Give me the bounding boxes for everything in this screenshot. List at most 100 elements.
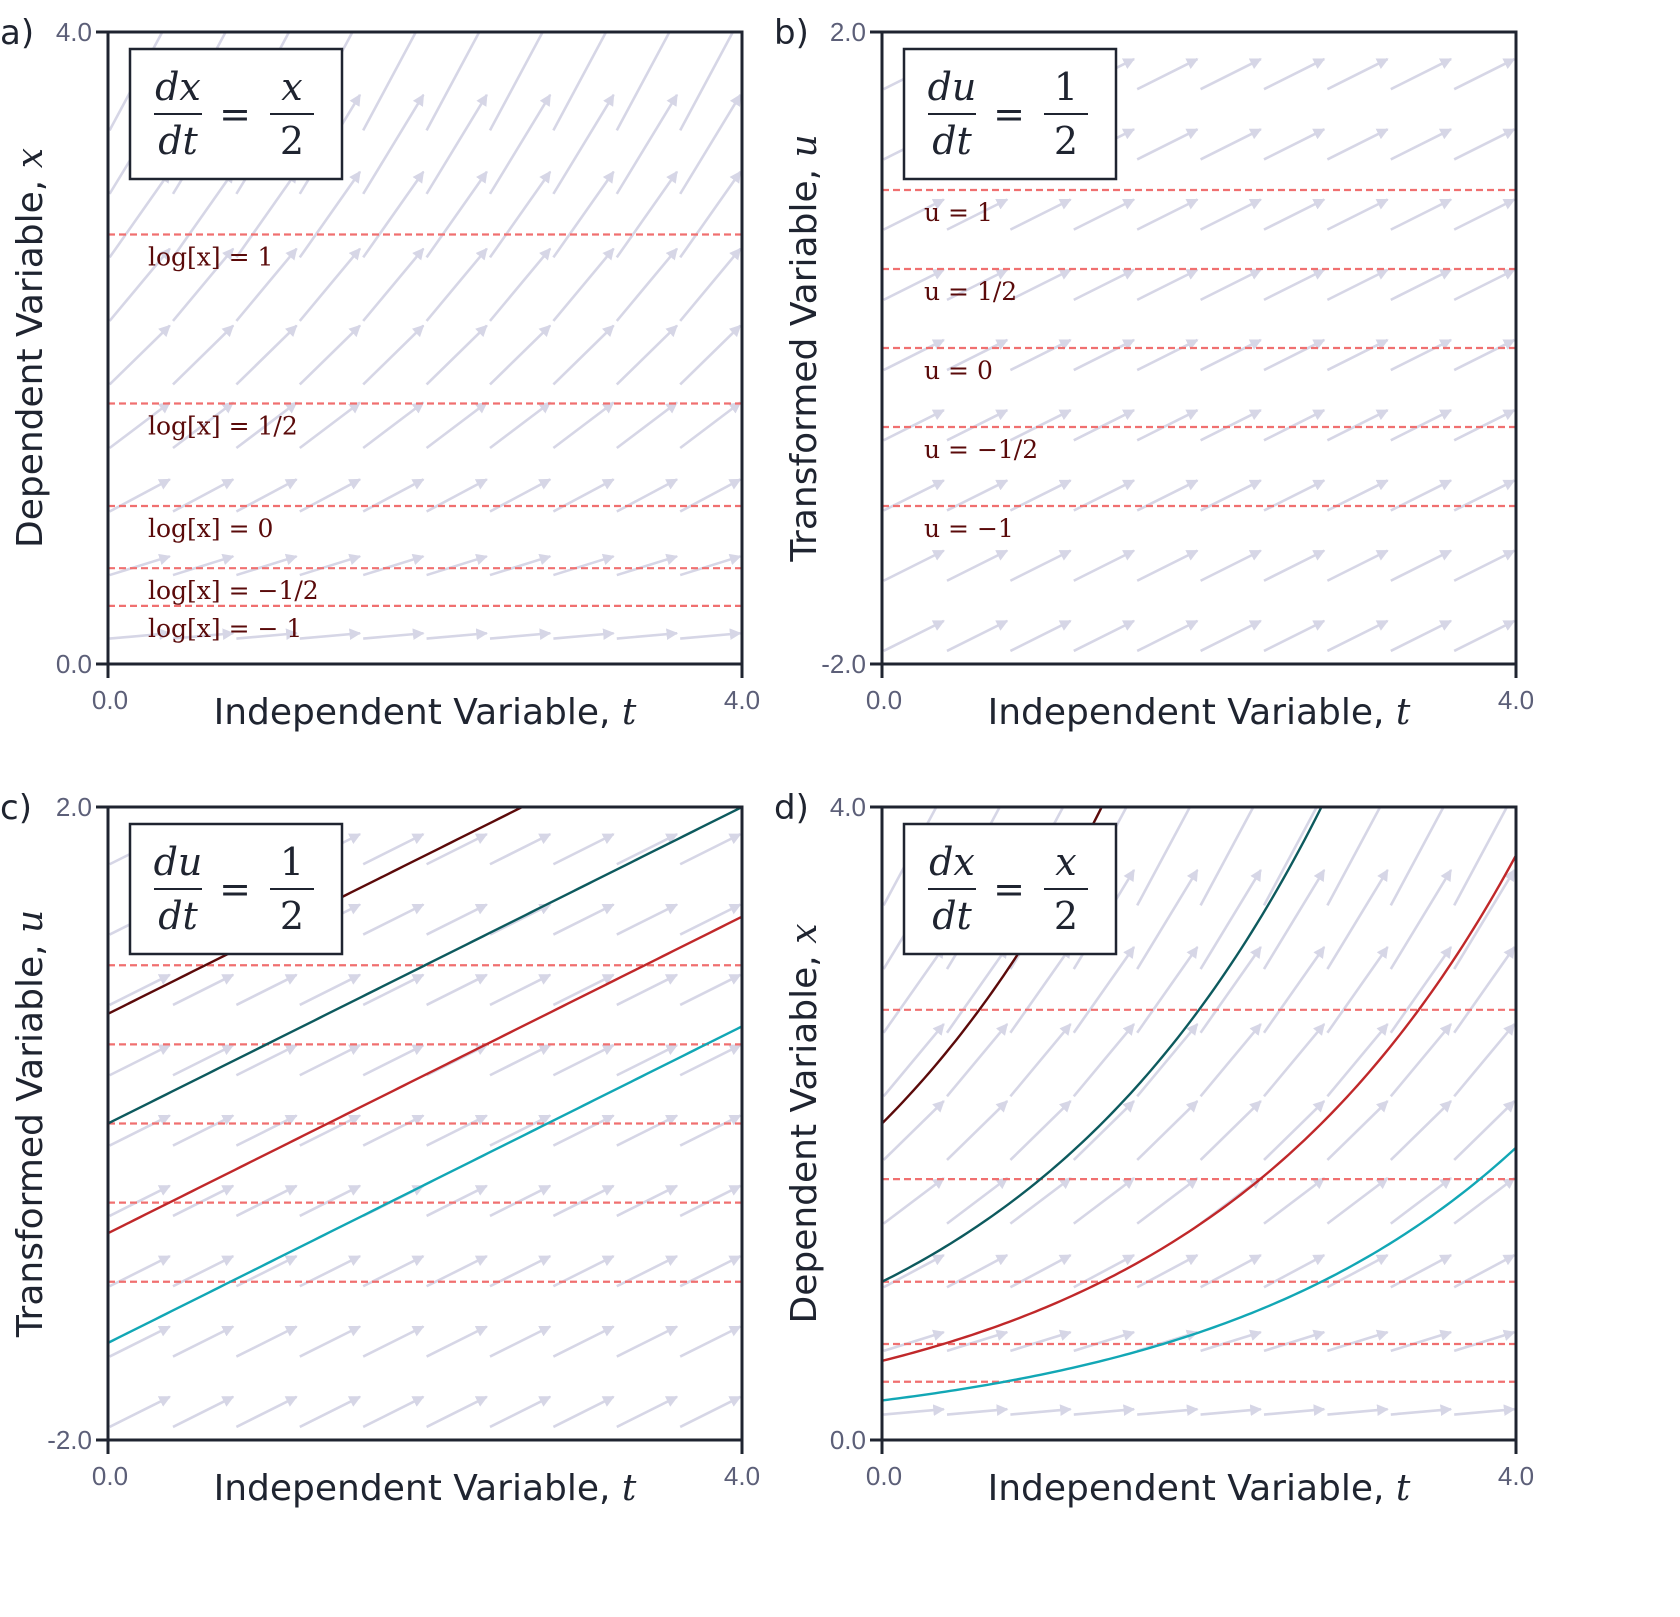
field-arrow [426, 628, 488, 640]
equation-lhs-denominator: dt [932, 894, 972, 938]
equation-rhs-numerator: x [281, 65, 302, 109]
field-arrow [883, 338, 945, 372]
field-arrow [1453, 1329, 1516, 1353]
field-arrow [615, 32, 671, 131]
field-arrow [1073, 338, 1136, 372]
field-arrow [1136, 807, 1192, 907]
field-arrow [882, 1253, 945, 1289]
equation-box: dx dt = x 2 [902, 822, 1118, 956]
field-arrow [235, 170, 298, 259]
equation-lhs-numerator: dx [155, 65, 201, 109]
x-tick-label: 0.0 [866, 685, 902, 715]
field-arrow [1390, 1177, 1452, 1225]
field-arrow [362, 32, 418, 131]
field-arrow [1136, 869, 1199, 970]
field-arrow [679, 1114, 742, 1147]
field-arrow [362, 1114, 425, 1147]
field-arrow [108, 401, 171, 450]
field-arrow [489, 628, 552, 640]
field-arrow [1200, 409, 1262, 442]
field-arrow [1262, 1023, 1326, 1098]
field-arrow [882, 946, 945, 1034]
field-arrow [1263, 268, 1326, 302]
field-arrow [1453, 549, 1516, 582]
field-arrow [1200, 619, 1262, 653]
y-tick-label: 0.0 [830, 1425, 866, 1455]
field-arrow [425, 32, 481, 131]
field-arrow [1200, 338, 1262, 372]
field-arrow [1326, 1023, 1389, 1098]
field-arrow [172, 628, 235, 640]
field-arrow [679, 1325, 742, 1358]
field-arrow [883, 198, 945, 231]
field-arrow [679, 32, 735, 131]
x-axis-label-variable: t [622, 1468, 637, 1509]
x-tick-label: 4.0 [1498, 1461, 1534, 1491]
field-arrow [235, 1184, 298, 1218]
field-arrow [236, 628, 298, 640]
field-arrow [1199, 869, 1262, 970]
field-arrow [1390, 409, 1453, 442]
x-axis-label-variable: t [622, 692, 637, 733]
field-arrow [1453, 807, 1509, 907]
field-arrow [946, 338, 1009, 372]
field-arrow [488, 247, 552, 322]
field-arrow [1199, 1100, 1262, 1161]
field-arrow [946, 1329, 1009, 1353]
field-arrow [1136, 198, 1199, 231]
field-arrow [1009, 1023, 1072, 1098]
field-arrow [1009, 1329, 1072, 1353]
field-arrow [362, 903, 425, 936]
field-arrow [1200, 128, 1262, 161]
field-arrow [362, 170, 425, 259]
field-arrow [362, 401, 425, 450]
solution-curve [882, 807, 1104, 1125]
field-arrow [552, 1395, 615, 1429]
field-arrow [299, 1043, 362, 1077]
x-tick-label: 4.0 [724, 1461, 760, 1491]
field-arrow [172, 1325, 235, 1358]
field-arrow [616, 973, 679, 1007]
field-arrow [882, 1100, 945, 1161]
plot-area [108, 32, 742, 640]
field-arrow [679, 903, 742, 936]
direction-field [108, 32, 742, 640]
field-arrow [615, 170, 679, 259]
plot-area [108, 807, 742, 1429]
field-arrow [1263, 479, 1326, 512]
axes-frame [880, 805, 1518, 1442]
field-arrow [946, 268, 1009, 302]
field-arrow [1137, 1404, 1199, 1416]
field-arrow [1073, 198, 1136, 231]
field-arrow [1390, 128, 1453, 161]
field-arrow [108, 247, 171, 322]
field-arrow [1453, 1023, 1516, 1098]
x-axis-label-text: Independent Variable, [988, 1468, 1396, 1509]
field-arrow [616, 1043, 679, 1077]
field-arrow [946, 409, 1009, 442]
x-axis-label-text: Independent Variable, [214, 692, 622, 733]
x-axis-label-text: Independent Variable, [214, 1468, 622, 1509]
field-arrow [946, 479, 1009, 512]
x-axis-label-text: Independent Variable, [988, 692, 1396, 733]
field-arrow [235, 1325, 298, 1358]
x-tick-label: 0.0 [866, 1461, 902, 1491]
field-arrow [679, 1184, 742, 1218]
field-arrow [616, 1184, 679, 1218]
field-arrow [1009, 409, 1072, 442]
field-arrow [1200, 549, 1262, 582]
y-axis-label-variable: x [784, 923, 825, 943]
field-arrow [172, 1114, 235, 1147]
field-arrow [362, 1043, 425, 1077]
field-arrow [616, 1114, 679, 1147]
field-arrow [172, 973, 235, 1007]
y-axis-label-text: Dependent Variable, [784, 944, 825, 1324]
level-label: log[x] = 1/2 [148, 412, 298, 441]
field-arrow [171, 247, 235, 322]
field-arrow [1389, 946, 1453, 1034]
field-arrow [1389, 869, 1453, 970]
field-arrow [362, 553, 425, 577]
field-arrow [109, 628, 171, 640]
field-arrow [489, 324, 552, 386]
field-arrow [679, 478, 742, 513]
